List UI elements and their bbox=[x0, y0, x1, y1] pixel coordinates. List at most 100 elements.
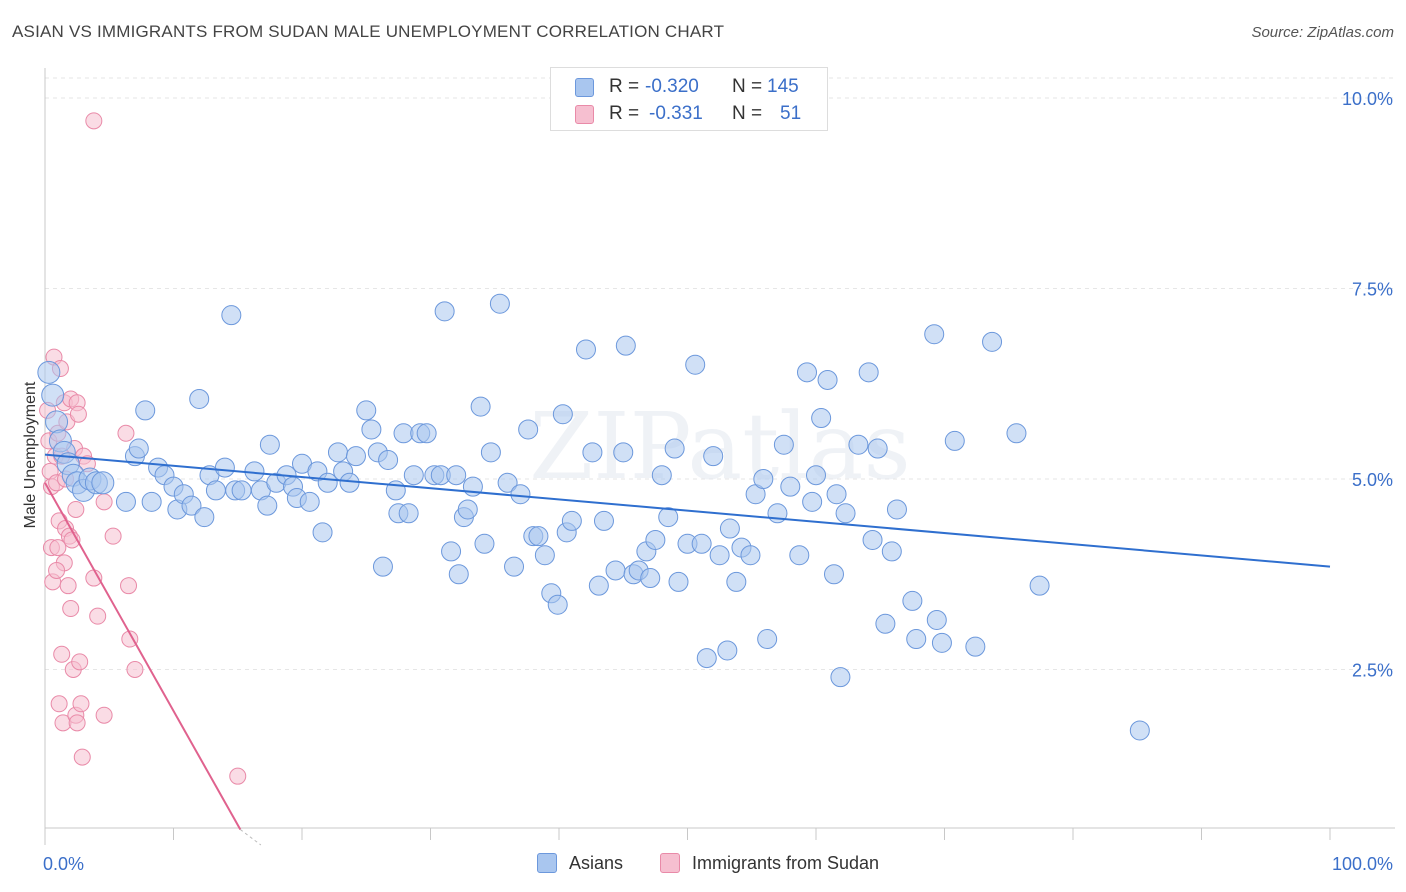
asian-point bbox=[441, 541, 462, 562]
asian-point bbox=[221, 305, 242, 326]
asian-point bbox=[757, 629, 778, 650]
asian-point bbox=[640, 568, 661, 589]
asian-point bbox=[446, 465, 467, 486]
asian-point bbox=[965, 636, 986, 657]
asian-point bbox=[231, 480, 252, 501]
asians-swatch bbox=[575, 78, 594, 97]
asian-point bbox=[489, 293, 510, 314]
chart-title: ASIAN VS IMMIGRANTS FROM SUDAN MALE UNEM… bbox=[12, 22, 725, 41]
legend-asians-label: Asians bbox=[569, 853, 624, 873]
asian-point bbox=[534, 545, 555, 566]
asian-point bbox=[1006, 423, 1027, 444]
asians-r-value: -0.320 bbox=[645, 76, 699, 97]
asians-trend-line bbox=[44, 453, 1331, 568]
asian-point bbox=[1029, 575, 1050, 596]
sudan-point bbox=[67, 500, 85, 518]
asian-point bbox=[823, 564, 844, 585]
asian-point bbox=[91, 471, 115, 495]
asian-point bbox=[944, 430, 965, 451]
trend-lines bbox=[44, 453, 1331, 846]
stats-legend: R = -0.320 N = 145 R = -0.331 N = 51 bbox=[550, 67, 828, 131]
asian-point bbox=[773, 434, 794, 455]
sudan-point bbox=[229, 767, 247, 785]
asian-points bbox=[37, 293, 1150, 741]
asian-point bbox=[372, 556, 393, 577]
sudan-trend-line bbox=[44, 482, 242, 831]
y-tick-label: 7.5% bbox=[1352, 280, 1393, 300]
sudan-n-value: 51 bbox=[780, 103, 802, 124]
sudan-r-value: -0.331 bbox=[649, 103, 703, 124]
asian-point bbox=[605, 560, 626, 581]
legend-sudan-swatch bbox=[660, 853, 680, 873]
asian-point bbox=[615, 335, 636, 356]
sudan-point bbox=[104, 527, 122, 545]
sudan-point bbox=[126, 661, 144, 678]
legend-asians-swatch bbox=[537, 853, 557, 873]
asians-r-label: R = bbox=[609, 76, 640, 97]
asian-point bbox=[194, 507, 215, 528]
axes bbox=[44, 68, 1395, 845]
asian-point bbox=[45, 410, 69, 434]
asian-point bbox=[830, 667, 851, 688]
sudan-swatch bbox=[575, 105, 594, 124]
asian-point bbox=[982, 331, 1003, 352]
y-tick-label: 10.0% bbox=[1342, 89, 1393, 109]
asian-point bbox=[356, 400, 377, 421]
asian-point bbox=[835, 503, 856, 524]
asian-point bbox=[753, 469, 774, 489]
asian-point bbox=[474, 533, 495, 554]
asian-point bbox=[582, 442, 603, 463]
sudan-r-label: R = bbox=[609, 103, 640, 124]
x-tick-label: 100.0% bbox=[1332, 854, 1393, 874]
asian-point bbox=[457, 499, 478, 520]
sudan-point bbox=[120, 577, 138, 595]
asian-point bbox=[378, 449, 399, 470]
asian-point bbox=[881, 541, 902, 562]
asian-point bbox=[709, 545, 730, 566]
asians-n-label: N = bbox=[732, 76, 763, 97]
asian-point bbox=[561, 510, 582, 531]
asian-point bbox=[518, 419, 539, 440]
asian-point bbox=[497, 472, 518, 493]
asian-point bbox=[789, 545, 810, 566]
asian-point bbox=[651, 465, 672, 486]
sudan-point bbox=[49, 539, 67, 557]
asian-point bbox=[361, 419, 382, 440]
sudan-point bbox=[69, 405, 87, 423]
asian-point bbox=[797, 362, 818, 383]
asian-point bbox=[691, 533, 712, 554]
sudan-point bbox=[95, 706, 113, 724]
asian-point bbox=[593, 510, 614, 531]
asian-point bbox=[393, 423, 414, 444]
asian-point bbox=[128, 438, 149, 459]
asian-point bbox=[906, 629, 927, 650]
asians-n-value: 145 bbox=[767, 76, 799, 97]
asian-point bbox=[575, 339, 596, 360]
asian-point bbox=[434, 301, 455, 322]
asian-point bbox=[862, 529, 883, 550]
asian-point bbox=[703, 446, 724, 467]
asian-point bbox=[726, 571, 747, 592]
sudan-point bbox=[53, 645, 71, 663]
asian-point bbox=[345, 446, 366, 467]
sudan-point bbox=[59, 577, 77, 595]
sudan-point bbox=[89, 607, 107, 625]
asian-point bbox=[848, 434, 869, 455]
asian-point bbox=[470, 396, 491, 417]
asian-point bbox=[685, 354, 706, 375]
sudan-point bbox=[85, 112, 103, 130]
asian-point bbox=[806, 465, 826, 486]
sudan-trend-extension bbox=[240, 829, 262, 846]
asian-point bbox=[259, 434, 280, 455]
sudan-point bbox=[62, 600, 80, 618]
asian-point bbox=[645, 529, 666, 550]
legend-sudan-label: Immigrants from Sudan bbox=[692, 853, 880, 873]
asian-point bbox=[37, 360, 61, 384]
asian-point bbox=[780, 476, 801, 497]
asian-point bbox=[528, 526, 549, 547]
asian-point bbox=[867, 438, 888, 459]
asian-point bbox=[504, 556, 525, 577]
asian-point bbox=[214, 457, 235, 478]
sudan-point bbox=[73, 748, 91, 766]
asian-point bbox=[181, 495, 202, 516]
